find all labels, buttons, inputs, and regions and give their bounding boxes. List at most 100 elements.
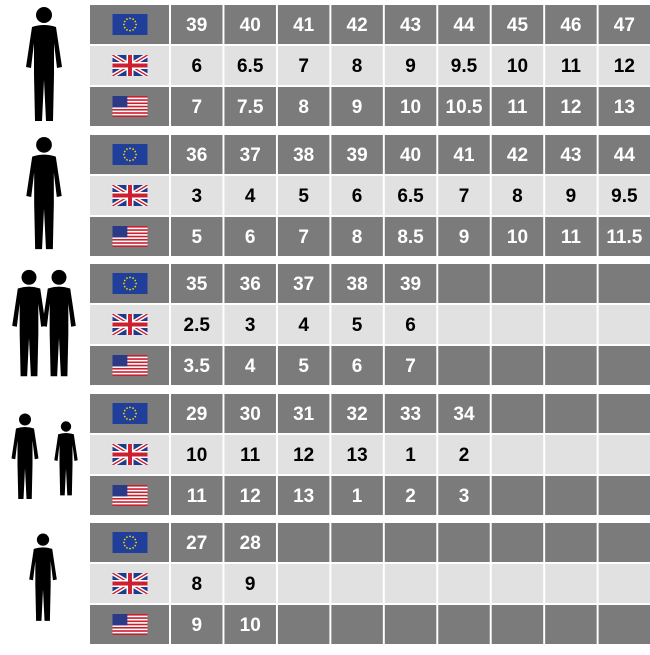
size-cell — [171, 305, 223, 344]
size-cell — [224, 135, 276, 174]
flag-us — [112, 614, 148, 635]
flag-eu — [112, 273, 148, 294]
size-value: 8 — [512, 186, 523, 207]
size-cell — [384, 264, 437, 303]
man-icon — [26, 7, 62, 121]
size-value: 2 — [405, 486, 416, 507]
flag-eu — [112, 532, 148, 553]
size-cell — [277, 605, 330, 644]
size-value: 37 — [293, 274, 314, 295]
size-cell — [545, 476, 597, 515]
size-value: 6 — [352, 186, 363, 207]
size-value: 10 — [507, 56, 528, 77]
size-value: 11 — [561, 56, 582, 77]
size-cell — [598, 394, 650, 433]
size-cell — [277, 305, 330, 344]
size-cell — [491, 476, 544, 515]
size-value: 7 — [298, 227, 309, 248]
size-cell — [598, 564, 650, 603]
size-cell — [545, 523, 597, 562]
size-cell — [277, 46, 330, 85]
size-value: 34 — [453, 404, 475, 425]
size-cell — [224, 394, 276, 433]
size-value: 4 — [245, 356, 256, 377]
size-cell — [438, 305, 490, 344]
size-value: 3 — [459, 486, 470, 507]
flag-us — [112, 355, 148, 376]
size-value: 39 — [347, 145, 368, 166]
size-value: 47 — [614, 15, 635, 36]
size-value: 7 — [191, 97, 202, 118]
flag-eu — [112, 403, 148, 424]
size-cell — [277, 394, 330, 433]
size-value: 6 — [352, 356, 363, 377]
size-cell — [438, 605, 490, 644]
size-cell — [224, 605, 276, 644]
size-value: 8 — [352, 227, 363, 248]
size-group: 36 37 38 39 40 41 42 43 44 3 4 5 6 6.5 7 8 9 9.5 5 6 7 8 8.5 9 1… — [90, 135, 650, 256]
size-cell — [545, 5, 597, 44]
size-cell — [545, 176, 597, 215]
size-value: 44 — [614, 145, 636, 166]
size-value: 13 — [614, 97, 635, 118]
baby-icon — [29, 533, 57, 621]
size-cell — [384, 564, 437, 603]
size-value: 38 — [347, 274, 368, 295]
size-value: 11 — [561, 227, 582, 248]
flag-eu — [112, 144, 148, 165]
size-value: 5 — [352, 315, 363, 336]
size-cell — [384, 476, 437, 515]
size-cell — [545, 135, 597, 174]
size-cell — [491, 523, 544, 562]
size-cell — [491, 87, 544, 126]
size-cell — [491, 305, 544, 344]
size-cell — [224, 176, 276, 215]
size-cell — [438, 5, 490, 44]
size-value: 9 — [191, 615, 202, 636]
size-cell — [438, 346, 490, 385]
size-cell — [384, 87, 437, 126]
size-cell — [224, 564, 276, 603]
size-cell — [331, 476, 383, 515]
size-cell — [384, 435, 437, 474]
size-value: 3 — [245, 315, 256, 336]
size-cell — [224, 346, 276, 385]
size-cell — [384, 46, 437, 85]
size-cell — [224, 217, 276, 256]
size-cell — [171, 46, 223, 85]
size-cell — [384, 305, 437, 344]
size-cell — [224, 46, 276, 85]
size-value: 5 — [191, 227, 202, 248]
size-value: 6.5 — [237, 56, 264, 77]
size-value: 41 — [453, 145, 475, 166]
size-value: 5 — [298, 356, 309, 377]
size-cell — [598, 46, 650, 85]
size-cell — [545, 217, 597, 256]
size-cell — [545, 564, 597, 603]
size-cell — [331, 217, 383, 256]
size-value: 13 — [293, 486, 314, 507]
size-cell — [171, 264, 223, 303]
size-cell — [598, 305, 650, 344]
size-value: 12 — [293, 445, 314, 466]
size-value: 7 — [459, 186, 470, 207]
size-cell — [384, 523, 437, 562]
size-cell — [598, 87, 650, 126]
size-cell — [171, 87, 223, 126]
size-cell — [491, 176, 544, 215]
size-value: 9.5 — [451, 56, 478, 77]
size-value: 43 — [560, 145, 581, 166]
size-value: 4 — [245, 186, 256, 207]
size-cell — [491, 217, 544, 256]
size-value: 27 — [186, 533, 207, 554]
size-cell — [277, 523, 330, 562]
size-value: 11 — [240, 445, 261, 466]
size-value: 7 — [298, 56, 309, 77]
size-value: 13 — [347, 445, 368, 466]
girl-icon — [42, 269, 76, 377]
size-cell — [384, 135, 437, 174]
size-cell — [331, 135, 383, 174]
size-cell — [277, 435, 330, 474]
size-cell — [171, 5, 223, 44]
size-value: 41 — [293, 15, 315, 36]
